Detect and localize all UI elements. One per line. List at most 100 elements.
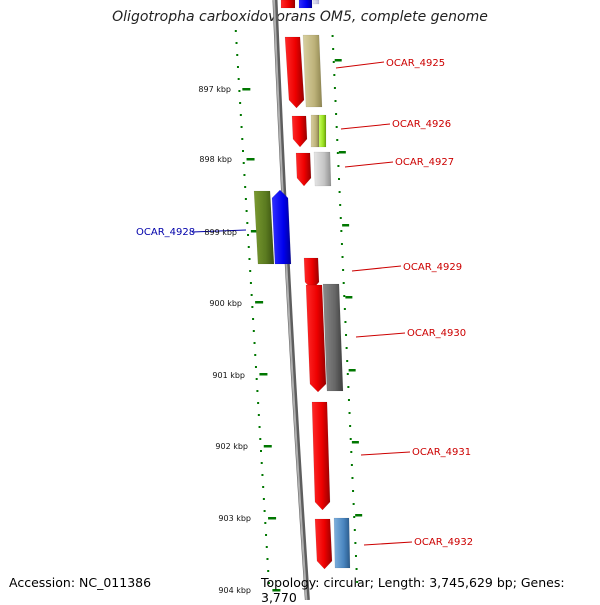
ruler-dot — [333, 74, 336, 76]
gene-labels: OCAR_4925 OCAR_4926 OCAR_4927 OCAR_4928 … — [136, 58, 473, 548]
gene-ocar-4931 — [311, 401, 331, 511]
ruler-dot — [347, 399, 350, 401]
ruler-dot — [245, 210, 248, 212]
major-tick — [242, 88, 251, 91]
tick-label: 900 kbp — [209, 299, 242, 308]
genome-backbone — [272, 0, 310, 600]
major-tick — [348, 369, 356, 372]
gene-ocar-4925 — [284, 36, 305, 109]
ruler-dot — [257, 414, 260, 416]
gene-label-ocar-4928[interactable]: OCAR_4928 — [136, 227, 195, 238]
tick-label: 902 kbp — [215, 442, 248, 451]
ruler-dot — [244, 198, 247, 200]
ruler-dot — [244, 186, 247, 188]
ruler-dot — [351, 477, 354, 479]
ruler-dot — [334, 100, 337, 102]
leader-line — [360, 451, 411, 456]
ruler-dot — [247, 234, 250, 236]
major-tick — [259, 373, 268, 376]
ruler-dot — [266, 558, 269, 560]
ruler-dot — [267, 582, 270, 584]
ruler-dot — [355, 568, 358, 570]
gene-ocar-4926 — [291, 115, 308, 148]
gene-label-ocar-4932[interactable]: OCAR_4932 — [414, 537, 473, 548]
ruler-dot — [239, 102, 242, 104]
ruler-dot — [234, 30, 237, 32]
ruler-dot — [236, 54, 239, 56]
ruler-dot — [267, 570, 270, 572]
ruler-dot — [345, 347, 348, 349]
gene-ocar-4927 — [295, 152, 312, 187]
leader-line — [344, 161, 394, 168]
axis-ticks: 897 kbp 898 kbp 899 kbp 900 kbp 901 kbp … — [198, 85, 251, 595]
ruler-dots — [234, 30, 363, 592]
ruler-dot — [346, 360, 349, 362]
ruler-dot — [353, 529, 356, 531]
major-tick — [334, 59, 342, 62]
ruler-dot — [263, 510, 266, 512]
major-tick — [246, 158, 255, 161]
leader-line — [351, 265, 402, 272]
ruler-dot — [240, 126, 243, 128]
tick-label: 903 kbp — [218, 514, 251, 523]
ruler-dot — [260, 462, 263, 464]
ruler-dot — [349, 425, 352, 427]
gene-label-ocar-4931[interactable]: OCAR_4931 — [412, 447, 471, 458]
ruler-dot — [262, 498, 265, 500]
gene-ocar-4930 — [305, 284, 327, 393]
ruler-dot — [242, 150, 244, 152]
major-tick — [338, 151, 346, 154]
gene-label-ocar-4930[interactable]: OCAR_4930 — [407, 328, 466, 339]
gene-label-ocar-4926[interactable]: OCAR_4926 — [392, 119, 451, 130]
major-tick — [272, 589, 281, 592]
ruler-dot — [249, 270, 252, 272]
ruler-dot — [343, 295, 346, 297]
ruler-dot — [260, 450, 262, 452]
ruler-dot — [237, 78, 240, 80]
ruler-dot — [331, 35, 334, 37]
ruler-dot — [239, 114, 242, 116]
ruler-dot — [238, 90, 241, 92]
tick-label: 899 kbp — [204, 228, 237, 237]
leader-line — [340, 123, 391, 130]
ruler-dot — [342, 269, 345, 271]
ruler-dot — [350, 451, 353, 453]
ruler-dot — [338, 191, 341, 193]
ruler-dot — [335, 113, 338, 115]
gene-label-ocar-4925[interactable]: OCAR_4925 — [386, 58, 445, 69]
ruler-dot — [251, 306, 254, 308]
gene-label-ocar-4927[interactable]: OCAR_4927 — [395, 157, 454, 168]
ruler-dot — [352, 503, 355, 505]
leader-line — [335, 61, 385, 69]
ruler-dot — [235, 42, 238, 44]
backbone-shadow — [272, 0, 310, 600]
ruler-dot — [236, 66, 239, 68]
tick-label: 901 kbp — [212, 371, 245, 380]
ruler-dot — [254, 354, 257, 356]
major-tick — [255, 301, 264, 304]
ruler-dot — [354, 542, 357, 544]
accession-text: Accession: NC_011386 — [9, 575, 152, 590]
ruler-dot — [254, 366, 257, 368]
ruler-dot — [344, 321, 347, 323]
major-tick — [345, 296, 353, 299]
gene-label-ocar-4929[interactable]: OCAR_4929 — [403, 262, 462, 273]
gene-ocar-4925-annotation — [302, 34, 323, 108]
gene-partial-top — [312, 0, 320, 5]
ruler-dot — [356, 581, 359, 583]
major-tick — [342, 224, 350, 227]
major-tick — [351, 441, 359, 444]
ruler-dot — [332, 48, 335, 50]
ruler-dot — [252, 318, 255, 320]
ruler-dot — [348, 412, 351, 414]
tick-label: 897 kbp — [198, 85, 231, 94]
ruler-dot — [336, 152, 339, 154]
major-tick — [263, 445, 272, 448]
gene-partial-top — [280, 0, 296, 9]
gene-ocar-4932-annotation — [333, 517, 351, 569]
ruler-dot — [264, 522, 267, 524]
tick-label: 904 kbp — [218, 586, 251, 595]
ruler-dot — [352, 490, 355, 492]
ruler-dot — [338, 178, 341, 180]
leader-line — [363, 541, 413, 546]
